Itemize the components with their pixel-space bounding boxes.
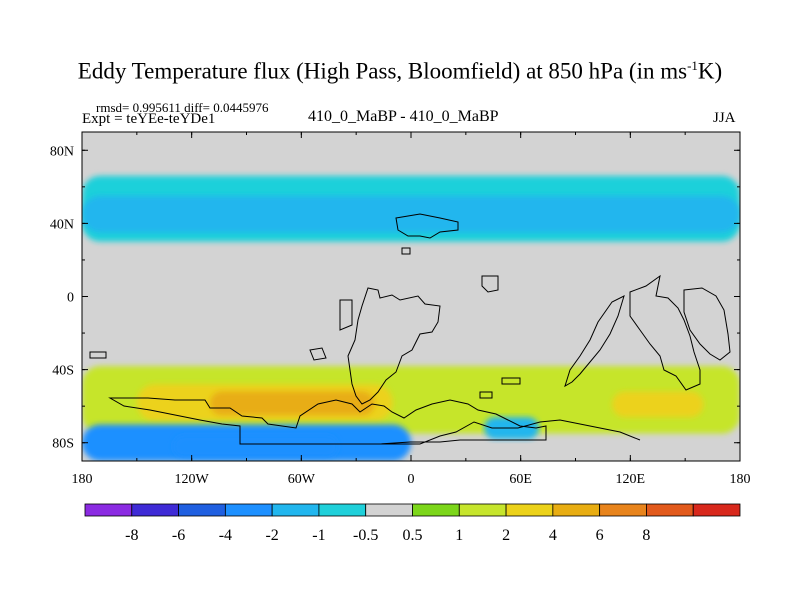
field-region-antarctic-negative-core bbox=[173, 435, 338, 458]
x-tick-label: 60W bbox=[288, 472, 316, 487]
x-tick-label: 180 bbox=[72, 472, 93, 487]
x-tick-label: 180 bbox=[730, 472, 751, 487]
colorbar-swatch bbox=[271, 503, 320, 517]
coastline-australia bbox=[629, 274, 731, 391]
colorbar-swatch bbox=[131, 503, 179, 517]
coastline-south-america bbox=[339, 287, 441, 405]
colorbar-label: -4 bbox=[219, 527, 232, 544]
colorbar-swatch bbox=[458, 503, 507, 517]
coastline-north-fragments bbox=[395, 213, 499, 293]
chart-title: Eddy Temperature flux (High Pass, Bloomf… bbox=[77, 58, 723, 84]
x-tick-label: 120W bbox=[175, 472, 210, 487]
colorbar-swatch bbox=[318, 503, 367, 517]
colorbar-swatch bbox=[552, 503, 601, 517]
colorbar-swatch bbox=[505, 503, 554, 517]
colorbar-label: 8 bbox=[642, 527, 650, 544]
colorbar-label: -1 bbox=[312, 527, 325, 544]
field-region-indian-ocean-core bbox=[612, 391, 704, 418]
coastline-africa-fragments bbox=[89, 347, 521, 399]
colorbar-label: 0.5 bbox=[403, 527, 423, 544]
field-region-northern-band-core bbox=[82, 195, 740, 233]
x-tick-label: 60E bbox=[509, 472, 532, 487]
y-tick-label: 0 bbox=[67, 291, 74, 306]
stats-label: rmsd= 0.995611 diff= 0.0445976 bbox=[96, 100, 269, 115]
y-tick-label: 80N bbox=[50, 144, 74, 159]
comparison-label: 410_0_MaBP - 410_0_MaBP bbox=[308, 108, 499, 125]
coastline-antarctic-mainland bbox=[246, 419, 641, 445]
x-tick-label: 0 bbox=[408, 472, 415, 487]
coastline-maritime-continent bbox=[564, 295, 625, 388]
colorbar-swatch bbox=[692, 503, 741, 517]
y-tick-label: 80S bbox=[52, 437, 74, 452]
coastline-layer bbox=[89, 213, 731, 445]
y-tick-label: 40N bbox=[50, 217, 74, 232]
colorbar-swatch bbox=[178, 503, 226, 517]
experiment-label: Expt = teYEe-teYDe1 bbox=[82, 111, 216, 127]
colorbar-swatch bbox=[224, 503, 273, 517]
colorbar-swatch bbox=[646, 503, 694, 517]
colorbar-swatch bbox=[412, 503, 460, 517]
colorbar-swatch bbox=[84, 503, 133, 517]
colorbar-label: 6 bbox=[596, 527, 604, 544]
colorbar: -8 -6 -4 -2 -1 -0.5 0.5 1 2 4 6 8 bbox=[84, 503, 741, 544]
colorbar-label: -8 bbox=[125, 527, 138, 544]
season-label: JJA bbox=[713, 110, 736, 126]
x-tick-label: 120E bbox=[616, 472, 646, 487]
colorbar-label: -6 bbox=[172, 527, 185, 544]
field-region-southern-max-core bbox=[209, 391, 375, 416]
colorbar-label: -2 bbox=[265, 527, 278, 544]
colorbar-label: 1 bbox=[455, 527, 463, 544]
colorbar-swatch bbox=[365, 503, 413, 517]
colorbar-label: 2 bbox=[502, 527, 510, 544]
field-layer bbox=[82, 175, 740, 461]
axis-ticks: 180 120W 60W 0 60E 120E 180 80N 40N 0 40S 80S bbox=[50, 132, 751, 487]
colorbar-label: -0.5 bbox=[353, 527, 378, 544]
colorbar-swatch bbox=[599, 503, 647, 517]
y-tick-label: 40S bbox=[52, 364, 74, 379]
colorbar-label: 4 bbox=[549, 527, 557, 544]
